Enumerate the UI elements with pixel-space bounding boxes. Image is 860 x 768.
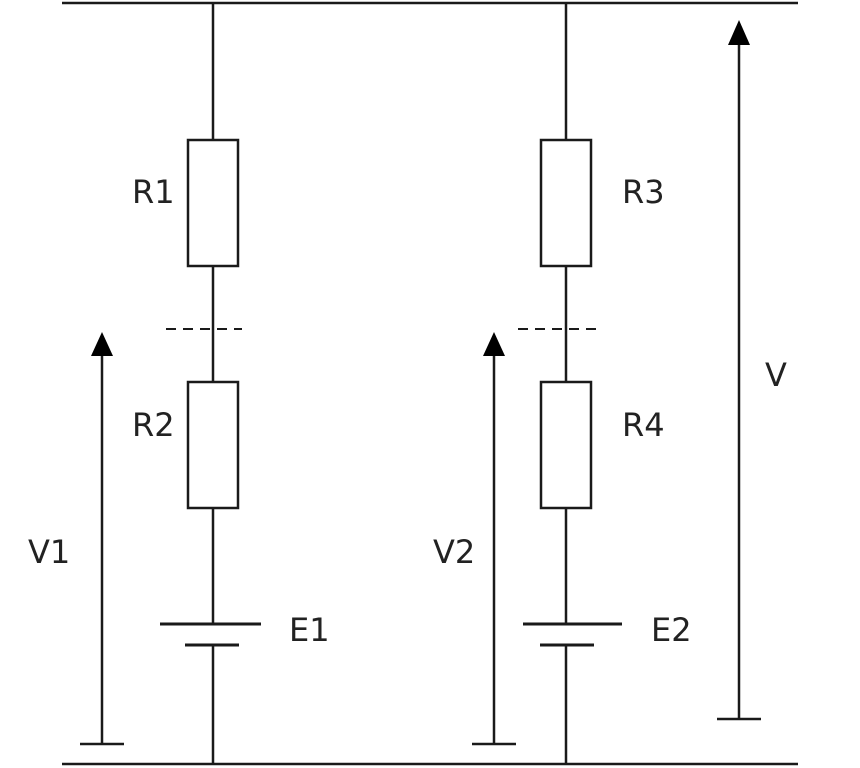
label-r2: R2 xyxy=(132,406,175,444)
label-e1: E1 xyxy=(289,611,330,649)
v-arrow-head-icon xyxy=(728,20,750,45)
voltage-arrow-v1 xyxy=(80,332,124,746)
voltage-arrow-v xyxy=(717,20,761,721)
right-branch xyxy=(518,3,622,764)
label-v: V xyxy=(765,356,787,394)
v2-arrow-head-icon xyxy=(483,332,505,356)
left-branch xyxy=(160,3,261,764)
voltage-arrow-v2 xyxy=(472,332,516,746)
resistor-r1 xyxy=(186,138,240,268)
label-v2: V2 xyxy=(433,533,475,571)
label-r1: R1 xyxy=(132,173,175,211)
resistor-r4 xyxy=(539,380,593,510)
resistor-r3 xyxy=(539,138,593,268)
resistor-r2 xyxy=(186,380,240,510)
label-r3: R3 xyxy=(622,173,665,211)
label-r4: R4 xyxy=(622,406,665,444)
v1-arrow-head-icon xyxy=(91,332,113,356)
label-e2: E2 xyxy=(651,611,692,649)
label-v1: V1 xyxy=(28,533,70,571)
